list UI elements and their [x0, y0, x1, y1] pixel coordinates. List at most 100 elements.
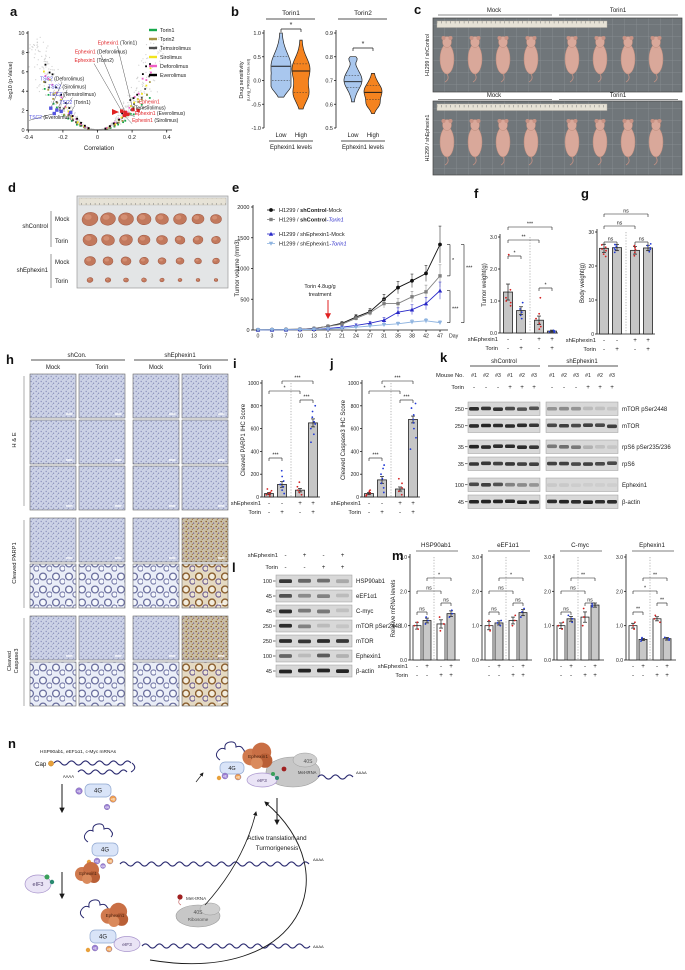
- volcano-point: [45, 66, 47, 68]
- lane-label: #2: [519, 373, 525, 379]
- volcano-point: [142, 62, 144, 64]
- row-sign: -: [299, 509, 301, 516]
- data-dot: [614, 243, 616, 246]
- x-tick: 0: [96, 135, 99, 141]
- blot-band: [317, 623, 330, 628]
- y-axis-label: Cleaved Caspase3 IHC Score: [341, 399, 347, 480]
- mouse: [467, 126, 483, 158]
- row-sign: -: [584, 663, 586, 670]
- mouse: [564, 43, 580, 75]
- volcano-point: [44, 61, 47, 63]
- volcano-point: [133, 99, 135, 101]
- volcano-point: [63, 110, 65, 112]
- mrna-hairpin: [79, 899, 109, 919]
- volcano-point: [42, 66, 44, 68]
- data-dot: [523, 607, 525, 610]
- y-tick: 0.7: [325, 79, 333, 85]
- y-axis-label: Body weight(g): [580, 263, 586, 303]
- volcano-point: [145, 54, 147, 56]
- data-dot: [269, 491, 272, 494]
- blot-band: [595, 461, 605, 466]
- volcano-point: [53, 69, 55, 71]
- series-line: [257, 320, 441, 331]
- data-dot: [310, 441, 312, 444]
- volcano-arm-point: [113, 125, 116, 128]
- volcano-point: [72, 110, 74, 112]
- volcano-point: [154, 62, 156, 64]
- volcano-arm-point: [80, 122, 82, 125]
- volcano-point: [71, 107, 73, 109]
- data-dot: [281, 475, 284, 478]
- row-sign: +: [380, 509, 384, 516]
- blot-band: [547, 444, 557, 449]
- lane-sign: +: [586, 384, 590, 391]
- blot-band: [505, 482, 515, 487]
- volcano-point: [62, 107, 64, 109]
- data-dot: [571, 617, 574, 620]
- data-dot: [591, 604, 594, 606]
- volcano-point: [48, 63, 50, 65]
- volcano-point: [159, 62, 161, 64]
- volcano-point: [66, 117, 68, 119]
- column-group-header: shEphexin1: [164, 353, 196, 359]
- volcano-arm-point: [68, 113, 70, 116]
- volcano-point: [31, 49, 33, 51]
- bar: [494, 622, 504, 661]
- data-dot: [614, 248, 617, 251]
- volcano-point: [114, 117, 116, 119]
- initiation-factor-icon: [75, 787, 83, 795]
- ihc-tile: [181, 465, 229, 511]
- data-dot: [535, 317, 537, 320]
- row-sign: -: [560, 672, 562, 679]
- lane-label: #1: [471, 373, 477, 379]
- volcano-arm-point: [47, 86, 50, 89]
- volcano-point: [150, 90, 152, 92]
- volcano-point: [142, 58, 144, 60]
- volcano-point: [36, 42, 39, 44]
- data-dot: [514, 614, 517, 617]
- bar: [566, 618, 576, 661]
- volcano-point: [38, 50, 40, 53]
- ihc-tile: [29, 419, 77, 465]
- volcano-point: [41, 55, 43, 58]
- volcano-point: [45, 55, 47, 57]
- blot-band: [571, 483, 581, 488]
- x-tick: 10: [297, 334, 303, 340]
- data-dot: [369, 492, 372, 494]
- volcano-point: [57, 68, 59, 71]
- significance: *: [290, 22, 293, 29]
- volcano-arm-point: [43, 87, 46, 90]
- panel-e-tumor-growth-chart: 0 500 1000 1500 2000 0 3 7 10 13 17 21 24 27 31 35 38 42 4…: [235, 205, 473, 340]
- ihc-tile: [132, 419, 180, 465]
- side-label: H1299 / shEphexin1: [425, 115, 431, 162]
- series-marker: [438, 242, 442, 247]
- data-dot: [311, 416, 314, 419]
- volcano-arm-point: [59, 106, 61, 109]
- y-tick: 3.0: [400, 555, 407, 561]
- volcano-point: [46, 61, 48, 63]
- data-dot: [668, 639, 670, 641]
- volcano-arm-point: [128, 112, 131, 115]
- factor-label: 4B: [236, 775, 241, 779]
- data-dot: [382, 486, 385, 489]
- volcano-point: [141, 85, 144, 88]
- row-label: Torin: [485, 346, 498, 352]
- blot-band: [583, 500, 593, 505]
- row-sign: +: [550, 345, 554, 352]
- row-sign: +: [425, 663, 429, 670]
- blot-band: [298, 639, 311, 644]
- series-marker: [395, 322, 401, 327]
- significance: ***: [403, 395, 409, 401]
- volcano-point: [74, 115, 76, 117]
- row-sign: -: [268, 500, 270, 507]
- row-sign: +: [521, 663, 525, 670]
- series-marker: [396, 285, 400, 290]
- y-tick: 3.0: [490, 235, 497, 241]
- mouse: [439, 126, 455, 158]
- data-dot: [649, 248, 652, 251]
- data-dot: [270, 489, 273, 492]
- y-tick: 10: [18, 31, 24, 37]
- volcano-arm-point: [80, 124, 83, 127]
- row-sign: -: [281, 500, 283, 507]
